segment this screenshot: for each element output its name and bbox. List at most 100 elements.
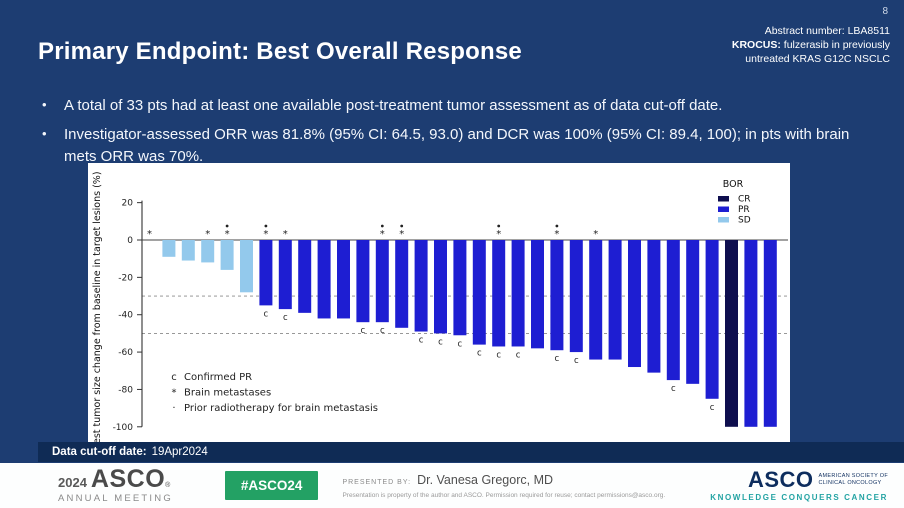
bar-31 xyxy=(725,240,738,427)
bar-30 xyxy=(705,240,719,399)
bar-33 xyxy=(763,240,777,427)
legend-title: BOR xyxy=(723,179,744,190)
waterfall-chart-panel: 20 0 -20 -40 -60 -80 -100 Best tumor size chang… xyxy=(88,163,790,451)
bar-2 xyxy=(162,240,176,257)
confirmed-marker: c xyxy=(283,313,288,323)
confirmed-marker: c xyxy=(496,350,501,360)
data-cutoff-value: 19Apr2024 xyxy=(151,446,208,458)
disclaimer-text: Presentation is property of the author a… xyxy=(342,491,666,499)
bar-8 xyxy=(278,240,292,310)
bar-29 xyxy=(686,240,700,384)
brain-mets-marker: * xyxy=(205,229,210,240)
bar-27 xyxy=(647,240,661,373)
bar-18 xyxy=(472,240,486,345)
brain-mets-marker: * xyxy=(496,229,501,240)
bar-26 xyxy=(628,240,641,368)
page-number: 8 xyxy=(882,6,888,17)
y-tick-label: -80 xyxy=(118,385,133,395)
y-tick-label: -100 xyxy=(113,423,134,433)
presenter-block: PRESENTED BY: Dr. Vanesa Gregorc, MD Pre… xyxy=(342,473,665,499)
asco-year: 2024 xyxy=(58,475,87,491)
krocus-rest: fulzerasib in previously xyxy=(780,39,890,52)
y-tick-label: 20 xyxy=(122,199,134,209)
bar-15 xyxy=(414,240,428,332)
brain-mets-marker: * xyxy=(399,229,404,240)
prior-rt-marker xyxy=(555,224,559,228)
bullet-dot-icon: • xyxy=(42,97,47,112)
bar-14 xyxy=(395,240,409,328)
bar-21 xyxy=(531,240,544,349)
bar-11 xyxy=(337,240,350,319)
confirmed-marker: c xyxy=(380,326,385,336)
asco-annual-meeting-logo: 2024 ASCO ® ANNUAL MEETING xyxy=(58,467,173,504)
prior-rt-marker xyxy=(264,224,268,228)
confirmed-marker: c xyxy=(361,326,366,336)
presenter-name: Dr. Vanesa Gregorc, MD xyxy=(417,472,554,487)
asco-right-wordmark: ASCO xyxy=(747,467,814,492)
bar-4 xyxy=(201,240,215,263)
legend-label-PR: PR xyxy=(738,205,750,215)
key-label: Brain metastases xyxy=(184,388,271,399)
bar-5 xyxy=(220,240,234,270)
confirmed-marker: c xyxy=(671,384,676,394)
confirmed-marker: c xyxy=(419,336,424,346)
bar-28 xyxy=(666,240,680,381)
bar-32 xyxy=(744,240,758,427)
prior-rt-marker xyxy=(497,224,501,228)
bar-23 xyxy=(569,240,583,353)
bullet-list: • A total of 33 pts had at least one ava… xyxy=(42,95,872,174)
prior-rt-marker xyxy=(380,224,384,228)
bar-20 xyxy=(511,240,525,347)
y-tick-label: -60 xyxy=(118,348,133,358)
bullet-dot-icon: • xyxy=(42,125,47,141)
key-label: Prior radiotherapy for brain metastasis xyxy=(184,403,378,414)
waterfall-chart: 20 0 -20 -40 -60 -80 -100 Best tumor size chang… xyxy=(92,171,788,451)
confirmed-marker: c xyxy=(555,354,560,364)
bar-12 xyxy=(356,240,370,323)
bar-10 xyxy=(317,240,331,319)
confirmed-marker: c xyxy=(458,339,463,349)
bar-22 xyxy=(550,240,564,351)
confirmed-marker: c xyxy=(264,309,269,319)
abstract-info: Abstract number: LBA8511 KROCUS: fulzera… xyxy=(732,24,890,67)
confirmed-marker: c xyxy=(438,337,443,347)
brain-mets-marker: * xyxy=(380,229,385,240)
bar-17 xyxy=(453,240,467,336)
y-axis-label: Best tumor size change from baseline in … xyxy=(92,171,103,442)
krocus-line: KROCUS: fulzerasib in previously xyxy=(732,38,890,52)
hashtag-badge: #ASCO24 xyxy=(224,471,319,500)
abstract-number: Abstract number: LBA8511 xyxy=(764,25,890,37)
y-tick-label: -40 xyxy=(118,311,133,321)
confirmed-marker: c xyxy=(574,356,579,366)
legend-label-SD: SD xyxy=(738,216,751,226)
registered-mark: ® xyxy=(165,482,171,490)
brain-mets-marker: * xyxy=(593,229,598,240)
key-symbol: · xyxy=(172,403,175,414)
key-symbol: * xyxy=(172,388,177,399)
legend-label-CR: CR xyxy=(738,195,751,205)
brain-mets-marker: * xyxy=(283,229,288,240)
bar-13 xyxy=(375,240,389,323)
key-symbol: c xyxy=(171,372,177,383)
bar-6 xyxy=(240,240,253,293)
presented-by-label: PRESENTED BY: xyxy=(342,478,412,486)
bullet-text: A total of 33 pts had at least one avail… xyxy=(64,97,723,114)
asco-wordmark: ASCO xyxy=(90,465,166,494)
key-label: Confirmed PR xyxy=(184,372,252,383)
krocus-label: KROCUS: xyxy=(731,39,781,52)
footer-bar: 2024 ASCO ® ANNUAL MEETING #ASCO24 PRESE… xyxy=(0,463,904,508)
bar-9 xyxy=(298,240,312,313)
brain-mets-marker: * xyxy=(147,229,152,240)
legend-swatch-PR xyxy=(718,206,729,212)
legend-swatch-SD xyxy=(718,217,729,223)
bullet-text: Investigator-assessed ORR was 81.8% (95%… xyxy=(64,125,850,165)
asco-tagline: KNOWLEDGE CONQUERS CANCER xyxy=(710,493,888,502)
krocus-line2: untreated KRAS G12C NSCLC xyxy=(745,53,890,66)
data-cutoff-band: Data cut-off date: 19Apr2024 xyxy=(38,442,904,462)
confirmed-marker: c xyxy=(516,350,521,360)
legend-swatch-CR xyxy=(718,196,729,202)
y-tick-label: 0 xyxy=(127,236,133,246)
asco-society-logo: ASCO AMERICAN SOCIETY OF CLINICAL ONCOLO… xyxy=(710,469,888,502)
bullet-item: • A total of 33 pts had at least one ava… xyxy=(42,95,872,117)
